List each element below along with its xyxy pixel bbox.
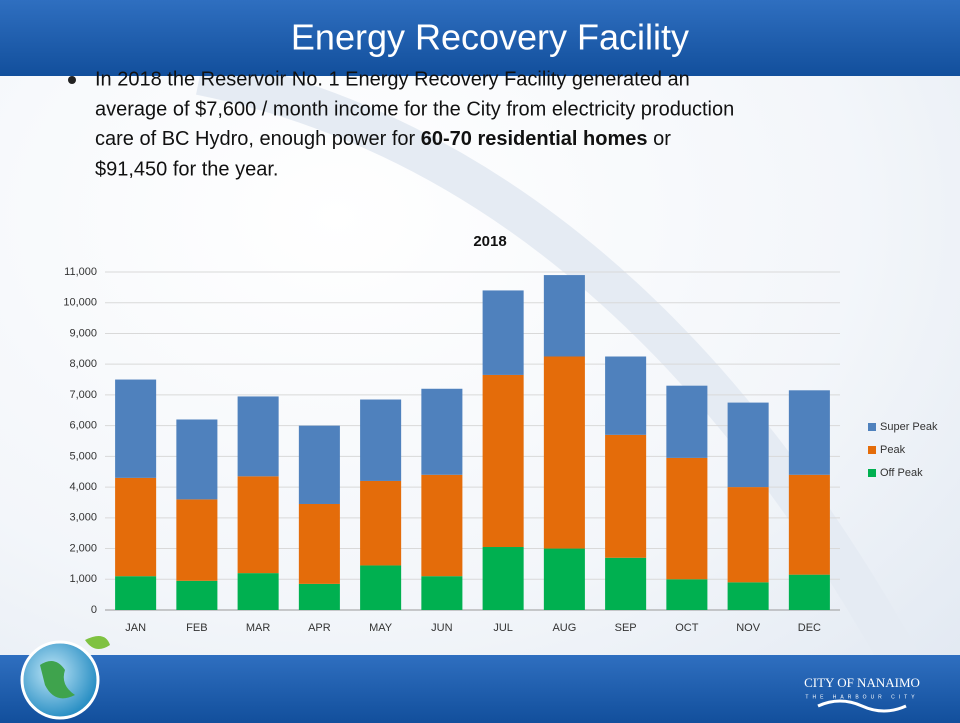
bullet-line: average of $7,600 / month income for the… (95, 98, 734, 120)
bar-segment (543, 356, 585, 549)
y-tick-label: 9,000 (69, 327, 97, 339)
bar-segment (482, 547, 524, 610)
bar-segment (360, 565, 402, 610)
bullet-text: In 2018 the Reservoir No. 1 Energy Recov… (95, 68, 734, 180)
bar-segment (421, 576, 463, 610)
bullet-text: or (648, 128, 672, 150)
bullet-dot (68, 76, 76, 84)
bar-segment (421, 388, 463, 475)
y-tick-label: 7,000 (69, 389, 97, 401)
legend-label: Peak (880, 444, 906, 456)
bar-segment (666, 385, 708, 458)
bar-segment (237, 396, 279, 477)
legend-label: Off Peak (880, 467, 923, 479)
logo-name: CITY OF NANAIMO (804, 675, 920, 690)
bullet-bold: 60-70 residential homes (421, 128, 648, 150)
bar-segment (482, 374, 524, 548)
bar-segment (176, 419, 218, 500)
bar-segment (543, 548, 585, 610)
bullet-line: care of BC Hydro, enough power for 60-70… (95, 128, 671, 150)
bar-segment (727, 487, 769, 583)
bar-segment (605, 557, 647, 610)
bar-segment (788, 390, 830, 475)
x-tick-label: AUG (552, 622, 576, 634)
bar-segment (543, 275, 585, 357)
bar-segment (115, 576, 157, 610)
bar-segment (360, 399, 402, 481)
globe-icon (20, 636, 110, 720)
x-tick-label: FEB (186, 622, 207, 634)
y-tick-label: 8,000 (69, 358, 97, 370)
bar-segment (298, 503, 340, 584)
bar-segment (605, 434, 647, 558)
slide-title: Energy Recovery Facility (291, 17, 689, 58)
logo: CITY OF NANAIMO THE HARBOUR CITY (804, 675, 920, 713)
y-tick-label: 1,000 (69, 573, 97, 585)
bullet-text: care of BC Hydro, enough power for (95, 128, 421, 150)
bar-segment (482, 290, 524, 375)
y-tick-label: 5,000 (69, 450, 97, 462)
y-tick-label: 11,000 (64, 266, 97, 278)
y-tick-label: 2,000 (69, 542, 97, 554)
bar-segment (666, 457, 708, 580)
x-tick-label: OCT (675, 622, 699, 634)
bar-segment (360, 480, 402, 566)
x-tick-label: MAY (369, 622, 393, 634)
bar-segment (298, 425, 340, 504)
x-tick-label: JUN (431, 622, 452, 634)
title-bar (0, 0, 960, 76)
bullet-line: $91,450 for the year. (95, 158, 278, 180)
bar-segment (115, 379, 157, 478)
legend-swatch (868, 423, 876, 431)
bar-segment (237, 476, 279, 574)
footer-bar (0, 655, 960, 723)
bar-segment (666, 579, 708, 610)
x-tick-label: JUL (493, 622, 513, 634)
y-tick-label: 3,000 (69, 512, 97, 524)
x-tick-label: NOV (736, 622, 761, 634)
legend-swatch (868, 446, 876, 454)
bar-segment (176, 580, 218, 610)
x-tick-label: JAN (125, 622, 146, 634)
legend-swatch (868, 469, 876, 477)
bar-segment (788, 574, 830, 610)
y-tick-label: 6,000 (69, 420, 97, 432)
bar-segment (605, 356, 647, 435)
bar-segment (176, 499, 218, 581)
y-tick-label: 10,000 (63, 297, 97, 309)
y-tick-label: 4,000 (69, 481, 97, 493)
bar-segment (727, 402, 769, 488)
x-tick-label: SEP (615, 622, 637, 634)
chart-title: 2018 (473, 233, 506, 250)
bar-segment (237, 573, 279, 610)
bar-segment (115, 477, 157, 577)
bar-segment (727, 582, 769, 610)
x-tick-label: MAR (246, 622, 271, 634)
y-tick-label: 0 (91, 604, 97, 616)
x-tick-label: DEC (798, 622, 821, 634)
x-tick-label: APR (308, 622, 331, 634)
bar-segment (298, 583, 340, 610)
logo-tagline: THE HARBOUR CITY (805, 694, 918, 700)
bullet-line: In 2018 the Reservoir No. 1 Energy Recov… (95, 68, 690, 90)
bar-segment (421, 474, 463, 577)
bar-segment (788, 474, 830, 575)
legend-label: Super Peak (880, 421, 938, 433)
